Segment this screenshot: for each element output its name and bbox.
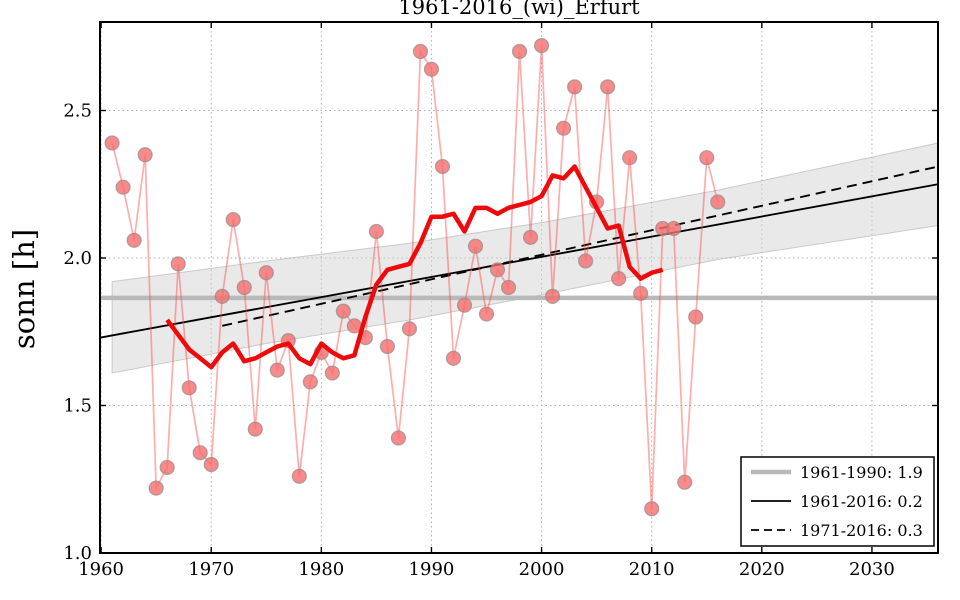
data-point: [324, 365, 340, 381]
data-point: [115, 179, 131, 195]
y-tick-label: 2.0: [63, 248, 92, 269]
legend: 1961-1990: 1.9 1961-2016: 0.2 1971-2016: 0…: [740, 456, 935, 547]
data-point: [578, 253, 594, 269]
data-point: [247, 421, 263, 437]
data-point: [611, 271, 627, 287]
data-point: [434, 158, 451, 175]
data-point: [379, 338, 396, 355]
x-tick-label: 2010: [629, 559, 675, 580]
legend-entry: 1961-1990: 1.9: [751, 463, 923, 482]
smoothed-line: [165, 164, 664, 370]
annual-series-points: [104, 37, 726, 517]
y-tick-labels: 1.0 1.5 2.0 2.5: [63, 101, 92, 565]
axis-ticks: [100, 22, 938, 554]
data-point: [688, 309, 704, 325]
data-point: [412, 43, 429, 60]
data-point: [269, 362, 285, 378]
data-point: [137, 147, 153, 163]
data-point: [533, 37, 550, 54]
data-point: [170, 256, 186, 272]
data-point: [445, 350, 462, 366]
data-point: [622, 150, 638, 166]
x-tick-label: 2000: [519, 559, 565, 580]
data-point: [181, 380, 197, 396]
y-tick-label: 1.5: [63, 396, 92, 417]
data-point: [500, 279, 517, 296]
legend-label: 1961-1990: 1.9: [800, 463, 923, 482]
data-point: [467, 238, 484, 254]
plot-border: [99, 21, 939, 554]
y-tick-label: 1.0: [63, 543, 92, 564]
data-point: [544, 288, 561, 304]
data-point: [522, 229, 539, 245]
data-point: [567, 79, 583, 95]
x-tick-label: 2030: [849, 559, 895, 580]
legend-entry: 1971-2016: 0.3: [751, 521, 923, 540]
legend-label: 1961-2016: 0.2: [800, 492, 923, 511]
data-point: [644, 501, 660, 517]
trend-line-1961-2016: [99, 183, 939, 339]
x-tick-label: 1970: [188, 559, 234, 580]
data-point: [633, 285, 649, 301]
data-point: [456, 297, 473, 313]
data-point: [203, 456, 219, 473]
chart-title: 1961-2016_(wi)_Erfurt: [398, 0, 640, 19]
data-point: [225, 212, 241, 228]
data-point: [489, 262, 506, 278]
data-point: [291, 468, 307, 484]
data-point: [555, 120, 572, 136]
data-point: [192, 445, 208, 461]
axes-frame: [99, 21, 939, 554]
data-point: [214, 288, 230, 304]
data-point: [710, 194, 726, 210]
legend-label: 1971-2016: 0.3: [800, 521, 923, 540]
x-tick-label: 1960: [78, 559, 124, 580]
x-tick-label: 1980: [298, 559, 344, 580]
data-point: [666, 220, 682, 237]
data-point: [677, 474, 693, 490]
data-point: [236, 279, 252, 296]
data-point: [368, 223, 384, 240]
data-point: [126, 232, 142, 248]
legend-entry: 1961-2016: 0.2: [751, 492, 923, 511]
data-point: [335, 303, 351, 319]
data-point: [600, 79, 616, 95]
y-axis-label: sonn [h]: [7, 228, 41, 350]
x-tick-label: 1990: [409, 559, 455, 580]
data-point: [401, 321, 418, 337]
data-point: [423, 61, 440, 77]
data-point: [302, 374, 318, 390]
x-tick-label: 2020: [739, 559, 785, 580]
data-point: [159, 459, 175, 476]
data-point: [478, 306, 495, 322]
x-tick-labels: 1960 1970 1980 1990 2000 2010 2020 2030: [78, 559, 895, 580]
data-point: [258, 265, 274, 281]
y-tick-label: 2.5: [63, 101, 92, 122]
data-point: [390, 430, 407, 446]
data-point: [148, 480, 164, 496]
annual-series-line: [111, 45, 719, 509]
data-point: [104, 135, 120, 151]
data-point: [511, 43, 528, 60]
data-point: [699, 150, 715, 166]
trend-line-1971-2016: [222, 165, 939, 327]
